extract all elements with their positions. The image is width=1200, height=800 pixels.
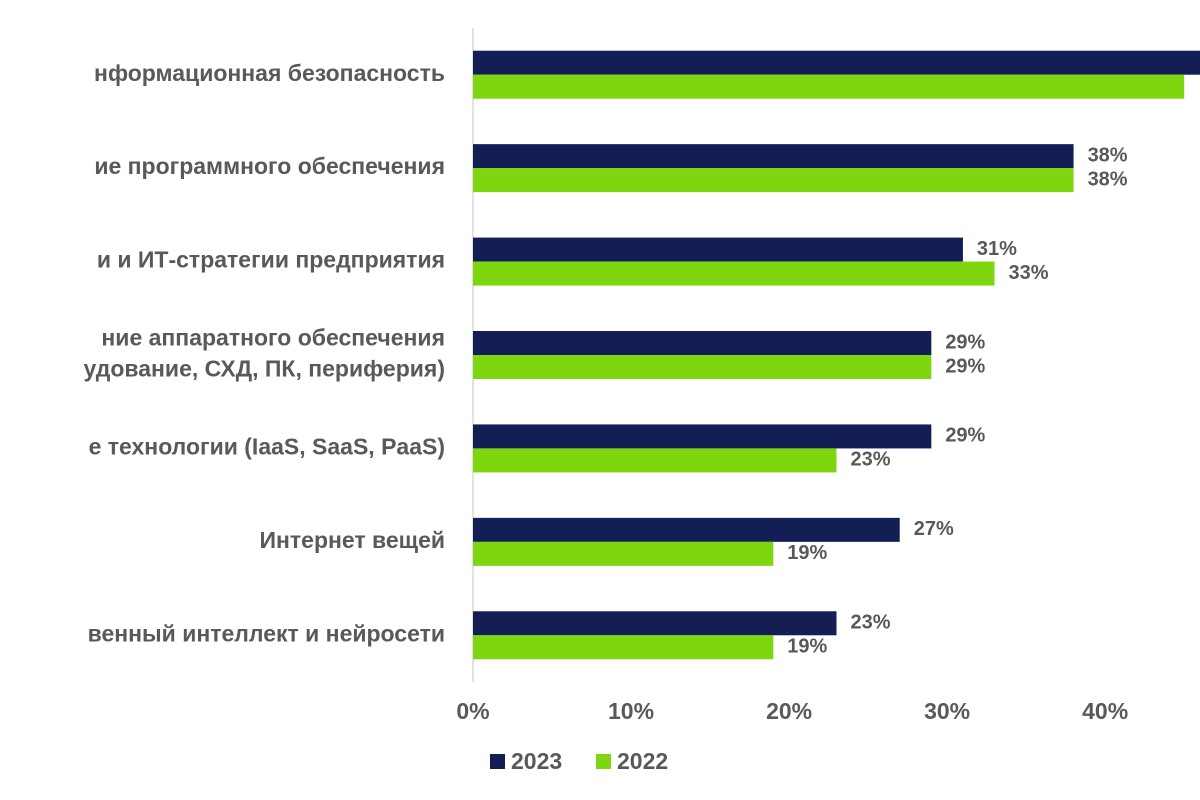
bar bbox=[473, 448, 837, 473]
category-label: венный интеллект и нейросети bbox=[88, 620, 445, 646]
legend-label: 2023 bbox=[511, 748, 562, 774]
data-label: 23% bbox=[851, 449, 891, 471]
x-tick-label: 20% bbox=[766, 698, 812, 724]
bar bbox=[473, 611, 837, 636]
data-label: 38% bbox=[1088, 168, 1128, 190]
bar bbox=[473, 50, 1200, 75]
data-label: 29% bbox=[945, 425, 985, 447]
legend-swatch bbox=[490, 754, 505, 769]
data-label: 31% bbox=[977, 238, 1017, 260]
legend-label: 2022 bbox=[617, 748, 668, 774]
data-label: 29% bbox=[945, 331, 985, 353]
bar bbox=[473, 517, 900, 542]
bar bbox=[473, 424, 932, 449]
category-label: удование, СХД, ПК, периферия) bbox=[84, 356, 445, 382]
data-label: 38% bbox=[1088, 144, 1128, 166]
data-label: 29% bbox=[945, 355, 985, 377]
bar bbox=[473, 144, 1074, 169]
category-label: нформационная безопасность bbox=[94, 60, 445, 86]
bar bbox=[473, 355, 932, 379]
data-label: 19% bbox=[787, 542, 827, 564]
bar bbox=[473, 331, 932, 355]
x-tick-label: 0% bbox=[456, 698, 489, 724]
category-label: ние аппаратного обеспечения bbox=[101, 325, 445, 351]
bar bbox=[473, 261, 995, 286]
category-label: Интернет вещей bbox=[259, 527, 445, 553]
bar bbox=[473, 74, 1185, 99]
data-label: 27% bbox=[914, 518, 954, 540]
legend-swatch bbox=[596, 754, 611, 769]
data-label: 23% bbox=[851, 612, 891, 634]
category-label: и и ИТ-стратегии предприятия bbox=[97, 247, 445, 273]
bar bbox=[473, 635, 774, 660]
bar bbox=[473, 168, 1074, 193]
category-label: ие программного обеспечения bbox=[94, 153, 445, 179]
data-label: 33% bbox=[1009, 262, 1049, 284]
bar bbox=[473, 541, 774, 566]
x-tick-label: 30% bbox=[924, 698, 970, 724]
category-label: е технологии (IaaS, SaaS, PaaS) bbox=[89, 434, 445, 460]
x-tick-label: 10% bbox=[608, 698, 654, 724]
bar bbox=[473, 237, 963, 262]
x-tick-label: 40% bbox=[1082, 698, 1128, 724]
data-label: 19% bbox=[787, 636, 827, 658]
